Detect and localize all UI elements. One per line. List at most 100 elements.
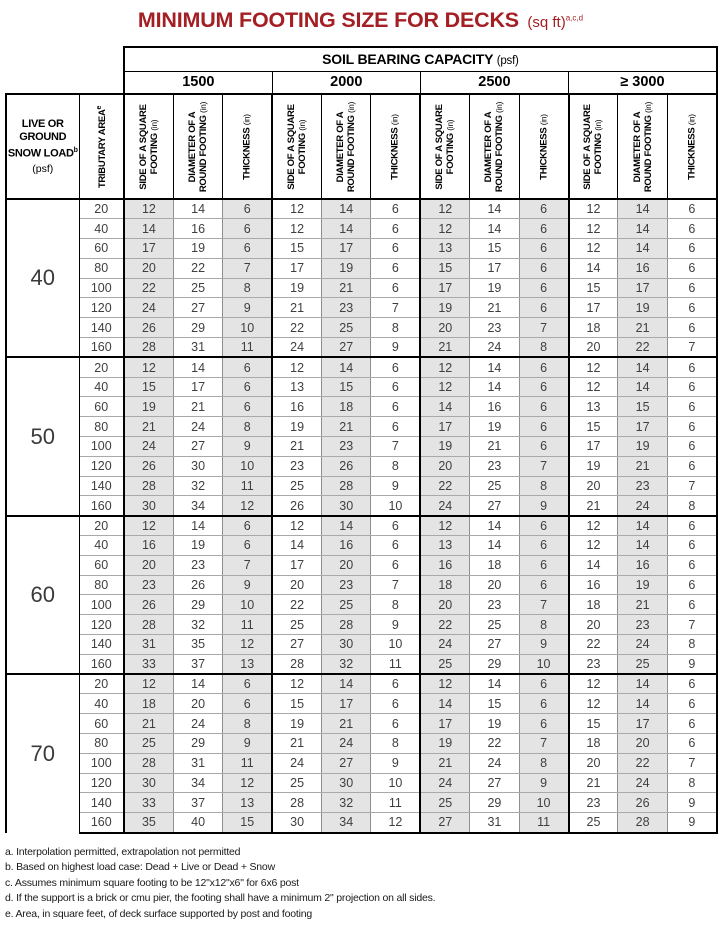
data-cell: 14 (617, 693, 668, 715)
data-cell: 15 (271, 693, 323, 715)
data-cell: 23 (172, 554, 224, 576)
data-cell: 14 (321, 356, 372, 378)
tributary-area-value: 120 (78, 297, 125, 319)
table-row: 160 33 37 13 28 32 11 25 29 10 23 25 9 (6, 653, 718, 675)
table-row: 40 15 17 6 13 15 6 12 14 6 12 14 6 (6, 376, 718, 398)
data-cell: 23 (321, 574, 372, 596)
data-cell: 27 (321, 752, 372, 774)
table-row: 140 33 37 13 28 32 11 25 29 10 23 26 9 (6, 792, 718, 814)
data-cell: 21 (469, 436, 520, 457)
data-cell: 25 (271, 614, 323, 636)
table-row: 140 26 29 10 22 25 8 20 23 7 18 21 6 (6, 317, 718, 339)
data-cell: 12 (419, 218, 471, 240)
data-cell: 26 (617, 792, 668, 814)
data-cell: 11 (222, 752, 273, 774)
data-cell: 20 (617, 733, 668, 754)
data-cell: 6 (518, 535, 570, 556)
data-cell: 7 (518, 733, 570, 754)
data-cell: 18 (122, 693, 174, 715)
data-cell: 6 (222, 514, 273, 537)
data-cell: 30 (321, 772, 372, 794)
data-cell: 6 (666, 733, 718, 754)
data-cell: 14 (469, 673, 520, 695)
data-cell: 8 (370, 733, 421, 754)
col-header-thickness: THICKNESS (in) (518, 93, 570, 200)
tributary-area-value: 20 (78, 514, 125, 537)
data-cell: 16 (271, 396, 323, 418)
data-cell: 6 (370, 554, 421, 576)
data-cell: 20 (469, 574, 520, 596)
data-cell: 9 (222, 297, 273, 319)
data-cell: 21 (617, 317, 668, 339)
data-cell: 9 (222, 574, 273, 596)
data-cell: 24 (419, 634, 471, 655)
data-cell: 6 (518, 574, 570, 596)
data-cell: 24 (172, 416, 224, 438)
data-cell: 17 (567, 297, 619, 319)
data-cell: 19 (469, 416, 520, 438)
data-cell: 6 (222, 693, 273, 715)
data-cell: 15 (567, 416, 619, 438)
data-cell: 19 (617, 297, 668, 319)
data-cell: 10 (370, 495, 421, 517)
data-cell: 22 (271, 317, 323, 339)
data-cell: 30 (321, 634, 372, 655)
data-cell: 28 (122, 337, 174, 358)
data-cell: 12 (419, 356, 471, 378)
data-cell: 21 (567, 772, 619, 794)
data-cell: 12 (122, 673, 174, 695)
data-cell: 18 (419, 574, 471, 596)
data-cell: 14 (469, 376, 520, 398)
data-cell: 10 (222, 317, 273, 339)
data-cell: 8 (370, 317, 421, 339)
data-cell: 14 (469, 356, 520, 378)
data-cell: 6 (370, 713, 421, 735)
tributary-area-value: 140 (78, 792, 125, 814)
data-cell: 25 (122, 733, 174, 754)
data-cell: 19 (567, 455, 619, 477)
capacity-2500-header: 2500 (419, 70, 570, 95)
data-cell: 34 (172, 772, 224, 794)
data-cell: 25 (419, 653, 471, 675)
data-cell: 15 (271, 238, 323, 259)
data-cell: 20 (567, 614, 619, 636)
table-row: 40 14 16 6 12 14 6 12 14 6 12 14 6 (6, 218, 718, 240)
data-cell: 6 (222, 376, 273, 398)
data-cell: 6 (666, 297, 718, 319)
tributary-area-value: 60 (78, 396, 125, 418)
data-cell: 19 (469, 713, 520, 735)
data-cell: 12 (567, 198, 619, 220)
data-cell: 23 (321, 436, 372, 457)
data-cell: 24 (469, 752, 520, 774)
data-cell: 30 (172, 455, 224, 477)
data-cell: 20 (567, 752, 619, 774)
data-cell: 19 (172, 535, 224, 556)
data-cell: 35 (172, 634, 224, 655)
data-cell: 26 (271, 495, 323, 517)
table-row: 80 21 24 8 19 21 6 17 19 6 15 17 6 (6, 416, 718, 438)
data-cell: 31 (172, 337, 224, 358)
data-cell: 12 (567, 376, 619, 398)
data-cell: 24 (172, 713, 224, 735)
col-header-square-footing-side: SIDE OF A SQUARE FOOTING (in) (122, 93, 174, 200)
data-cell: 6 (666, 257, 718, 279)
table-row: 60 19 21 6 16 18 6 14 16 6 13 15 6 (6, 396, 718, 418)
data-cell: 7 (518, 594, 570, 616)
data-cell: 24 (617, 634, 668, 655)
data-cell: 14 (617, 238, 668, 259)
table-row: 80 23 26 9 20 23 7 18 20 6 16 19 6 (6, 574, 718, 596)
data-cell: 11 (222, 337, 273, 358)
data-cell: 8 (518, 752, 570, 774)
data-cell: 10 (518, 653, 570, 675)
data-cell: 19 (419, 733, 471, 754)
data-cell: 14 (617, 218, 668, 240)
data-cell: 6 (666, 198, 718, 220)
tributary-area-value: 140 (78, 317, 125, 339)
data-cell: 15 (122, 376, 174, 398)
data-cell: 8 (518, 475, 570, 497)
col-header-thickness: THICKNESS (in) (222, 93, 273, 200)
data-cell: 14 (617, 356, 668, 378)
table-row: 140 28 32 11 25 28 9 22 25 8 20 23 7 (6, 475, 718, 497)
tributary-header-text: TRIBUTARY AREA (97, 108, 109, 188)
tributary-area-value: 40 (78, 693, 125, 715)
